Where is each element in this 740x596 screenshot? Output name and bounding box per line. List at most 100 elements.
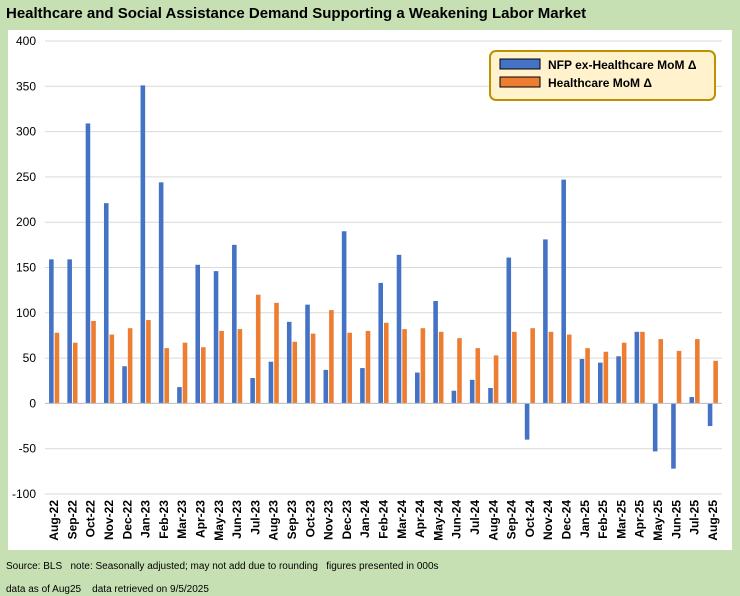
chart-title: Healthcare and Social Assistance Demand … <box>6 5 587 22</box>
bar-healthcare <box>658 339 664 404</box>
bar-nfp-ex-healthcare <box>597 362 603 404</box>
x-tick-label: Jun-23 <box>230 500 244 539</box>
bar-healthcare <box>310 333 316 404</box>
bar-nfp-ex-healthcare <box>103 203 109 404</box>
bar-healthcare <box>566 334 572 404</box>
x-tick-label: Dec-23 <box>340 500 354 540</box>
legend-swatch <box>499 76 541 88</box>
x-tick-label: Aug-24 <box>486 500 500 541</box>
bar-healthcare <box>329 310 334 404</box>
x-tick-label: Aug-23 <box>267 500 281 541</box>
bar-healthcare <box>109 334 115 404</box>
x-tick-label: Apr-23 <box>194 500 208 538</box>
bar-nfp-ex-healthcare <box>707 403 713 427</box>
bar-nfp-ex-healthcare <box>67 259 72 404</box>
bar-healthcare <box>621 342 627 404</box>
bar-nfp-ex-healthcare <box>305 304 310 404</box>
x-tick-label: Jan-23 <box>139 500 153 538</box>
x-tick-label: Jul-24 <box>468 500 482 535</box>
bar-healthcare <box>530 328 535 404</box>
bar-nfp-ex-healthcare <box>195 264 201 404</box>
bar-nfp-ex-healthcare <box>140 85 146 404</box>
bar-healthcare <box>54 332 60 404</box>
bar-nfp-ex-healthcare <box>689 397 695 404</box>
x-tick-label: Sep-23 <box>285 500 299 540</box>
bar-healthcare <box>420 328 426 404</box>
y-tick-label: 300 <box>16 125 36 139</box>
bar-chart: -100 -50 0 50 100 150 200 250 300 350 400 Aug-22 Sep… <box>8 30 732 550</box>
bar-nfp-ex-healthcare <box>378 282 383 404</box>
x-tick-label: Jul-25 <box>688 500 702 535</box>
x-tick-label: Jul-23 <box>248 500 262 535</box>
bar-nfp-ex-healthcare <box>268 361 274 404</box>
bar-nfp-ex-healthcare <box>543 239 548 404</box>
bar-nfp-ex-healthcare <box>286 321 292 404</box>
bar-nfp-ex-healthcare <box>451 390 457 404</box>
bar-nfp-ex-healthcare <box>341 231 347 404</box>
bar-healthcare <box>365 330 371 404</box>
x-tick-label: Jun-24 <box>450 500 464 539</box>
x-tick-label: Jan-24 <box>358 500 372 538</box>
y-tick-label: 100 <box>16 306 36 320</box>
x-tick-label: Nov-24 <box>541 500 555 540</box>
bar-nfp-ex-healthcare <box>652 403 658 452</box>
y-tick-label: 400 <box>16 34 36 48</box>
legend-swatch <box>499 58 541 70</box>
bar-healthcare <box>201 347 206 404</box>
bar-nfp-ex-healthcare <box>524 403 530 440</box>
bar-nfp-ex-healthcare <box>616 356 621 404</box>
plot-area <box>8 30 732 550</box>
bar-healthcare <box>713 360 718 404</box>
y-tick-label: 150 <box>16 261 36 275</box>
x-tick-label: Mar-23 <box>175 500 189 539</box>
bar-healthcare <box>146 320 151 404</box>
x-tick-label: Sep-22 <box>65 500 79 540</box>
bar-healthcare <box>475 348 481 404</box>
x-tick-label: Jan-25 <box>578 500 592 538</box>
bar-healthcare <box>164 348 170 404</box>
bar-healthcare <box>402 329 407 404</box>
bar-healthcare <box>603 351 609 404</box>
bar-healthcare <box>457 338 462 404</box>
y-tick-label: 0 <box>29 396 36 410</box>
x-tick-label: Sep-24 <box>505 500 519 540</box>
y-tick-label: -100 <box>12 487 36 501</box>
bar-nfp-ex-healthcare <box>85 123 91 404</box>
x-tick-label: Aug-22 <box>47 500 61 541</box>
bar-nfp-ex-healthcare <box>488 387 493 404</box>
x-tick-label: Dec-24 <box>559 500 573 540</box>
bar-nfp-ex-healthcare <box>561 179 566 404</box>
x-tick-label: Apr-24 <box>413 500 427 538</box>
x-tick-label: May-24 <box>431 500 445 541</box>
x-tick-label: Mar-24 <box>395 500 409 539</box>
x-tick-label: May-25 <box>651 500 665 541</box>
bar-nfp-ex-healthcare <box>360 368 365 404</box>
y-tick-label: 250 <box>16 170 36 184</box>
x-tick-label: Jun-25 <box>669 500 683 539</box>
x-tick-label: Feb-25 <box>596 500 610 539</box>
x-tick-label: Dec-22 <box>120 500 134 540</box>
footer-data-date: data as of Aug25 data retrieved on 9/5/2… <box>6 584 209 595</box>
y-tick-label: 350 <box>16 79 36 93</box>
bar-healthcare <box>274 302 279 404</box>
x-tick-label: Mar-25 <box>614 500 628 539</box>
bar-healthcare <box>347 332 352 404</box>
bar-nfp-ex-healthcare <box>158 182 164 404</box>
bar-nfp-ex-healthcare <box>506 257 512 404</box>
bar-nfp-ex-healthcare <box>396 254 402 404</box>
bar-healthcare <box>585 348 590 404</box>
bar-healthcare <box>182 342 188 404</box>
bar-healthcare <box>237 329 243 404</box>
bar-nfp-ex-healthcare <box>671 403 676 469</box>
x-tick-label: Oct-22 <box>84 500 98 538</box>
bar-healthcare <box>512 331 517 404</box>
y-tick-label: 50 <box>23 351 37 365</box>
bar-nfp-ex-healthcare <box>634 331 640 404</box>
x-tick-label: Aug-25 <box>706 500 720 541</box>
bar-nfp-ex-healthcare <box>213 271 219 404</box>
chart-container: -100 -50 0 50 100 150 200 250 300 350 400 Aug-22 Sep… <box>0 28 740 552</box>
bar-nfp-ex-healthcare <box>433 301 438 404</box>
bar-healthcare <box>640 331 645 404</box>
y-tick-label: 200 <box>16 215 36 229</box>
bar-healthcare <box>72 342 78 404</box>
